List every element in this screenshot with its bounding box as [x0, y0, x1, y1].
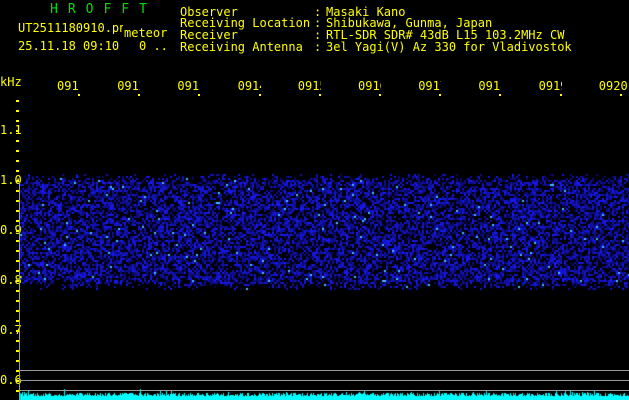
reference-line — [20, 370, 629, 371]
frequency-tick — [16, 220, 19, 222]
datetime: 25.11.18 09:10 — [18, 39, 120, 53]
frequency-tick — [16, 340, 19, 342]
frequency-tick — [16, 100, 19, 102]
reference-line — [20, 390, 629, 391]
count: 0 .. — [139, 39, 168, 53]
info-label-antenna: Receiving Antenna — [180, 40, 303, 54]
info-label-observer: Observer — [180, 5, 238, 19]
time-tick — [258, 94, 261, 96]
frequency-tick — [16, 300, 19, 302]
time-tick — [379, 94, 381, 96]
frequency-tick — [16, 290, 19, 292]
colon: : — [314, 28, 322, 42]
time-label: 0913 — [177, 80, 200, 92]
info-value-observer: Masaki Kano — [326, 5, 406, 19]
time-tick — [318, 94, 321, 96]
frequency-tick — [16, 370, 19, 372]
info-label-receiver: Receiver — [180, 28, 238, 42]
time-tick — [198, 94, 201, 96]
frequency-tick — [16, 350, 19, 352]
time-tick — [559, 94, 562, 96]
time-label: 0917 — [418, 80, 441, 92]
time-tick — [619, 94, 622, 96]
frequency-tick — [16, 120, 19, 122]
info-value-location: Shibukawa, Gunma, Japan — [326, 16, 493, 30]
frequency-tick — [16, 390, 19, 392]
time-label: 0912 — [117, 80, 140, 92]
frequency-label: 0.7 — [0, 323, 22, 337]
time-label: 0915 — [297, 80, 321, 92]
frequency-tick — [16, 180, 19, 182]
frequency-label: 0.6 — [0, 373, 22, 387]
filename: UT2511180910.png — [18, 22, 123, 34]
y-unit-label: kHz — [0, 75, 22, 89]
plot-left-border — [19, 181, 20, 400]
frequency-tick — [16, 140, 19, 142]
frequency-tick — [16, 200, 19, 202]
frequency-label: 1.0 — [0, 173, 22, 187]
frequency-tick — [16, 160, 19, 162]
time-label: 0911 — [57, 80, 80, 92]
frequency-tick — [16, 240, 19, 242]
time-label: 0914 — [237, 80, 261, 92]
frequency-tick — [16, 380, 19, 382]
frequency-tick — [16, 250, 19, 252]
frequency-tick — [16, 170, 19, 172]
frequency-tick — [16, 320, 19, 322]
colon: : — [314, 40, 322, 54]
info-label-location: Receiving Location — [180, 16, 311, 30]
frequency-label: 0.8 — [0, 273, 22, 287]
frequency-tick — [16, 190, 19, 192]
frequency-tick — [16, 360, 19, 362]
frequency-tick — [16, 310, 19, 312]
frequency-tick — [16, 210, 19, 212]
time-tick — [439, 94, 442, 96]
frequency-label: 1.1 — [0, 123, 22, 137]
time-label: 0920 — [598, 80, 628, 92]
frequency-tick — [16, 130, 19, 132]
reference-line — [20, 380, 629, 381]
frequency-tick — [16, 260, 19, 262]
time-tick — [499, 94, 502, 96]
colon: : — [314, 16, 322, 30]
time-label: 0918 — [478, 80, 501, 92]
mode-label: meteor — [124, 26, 168, 40]
info-value-antenna: 3el Yagi(V) Az 330 for Vladivostok — [326, 40, 572, 54]
frequency-tick — [16, 150, 19, 152]
time-tick — [138, 94, 141, 96]
time-label: 0916 — [358, 80, 381, 92]
frequency-label: 0.9 — [0, 223, 22, 237]
frequency-tick — [16, 110, 19, 112]
frequency-tick — [16, 270, 19, 272]
time-tick — [78, 94, 80, 96]
frequency-tick — [16, 330, 19, 332]
time-label: 0919 — [538, 80, 562, 92]
colon: : — [314, 5, 322, 19]
app-title: HROFFT — [50, 2, 157, 17]
frequency-tick — [16, 230, 19, 232]
info-value-receiver: RTL-SDR SDR# 43dB L15 103.2MHz CW — [326, 28, 565, 42]
frequency-tick — [16, 280, 19, 282]
